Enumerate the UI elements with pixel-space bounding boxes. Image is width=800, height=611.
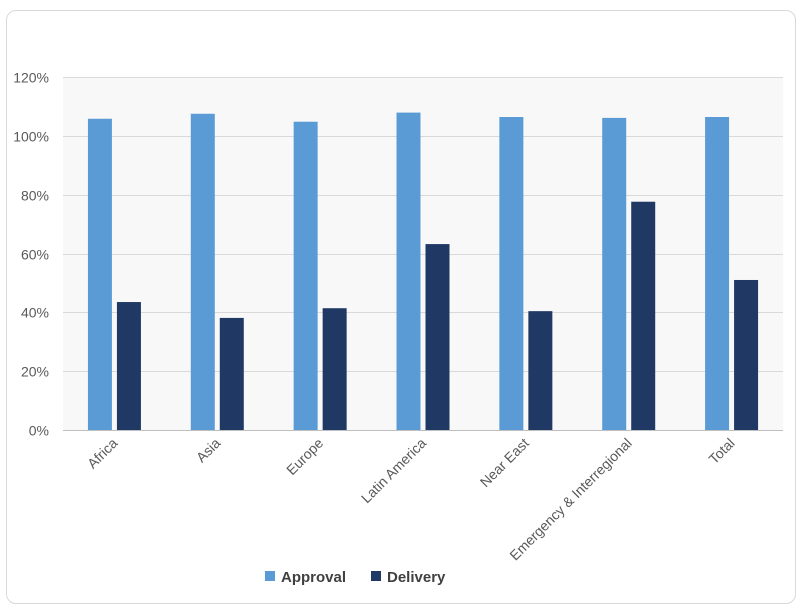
x-tick-labels: Africa Asia Europe Latin America Near EastEm… xyxy=(84,435,738,564)
y-tick-label: 60% xyxy=(21,247,49,263)
y-tick-label: 20% xyxy=(21,364,49,380)
plot-area xyxy=(63,77,783,430)
bar-delivery xyxy=(425,244,450,430)
x-tick-label: Asia xyxy=(193,435,224,466)
x-tick-label: Total xyxy=(705,435,737,467)
bar-approval xyxy=(87,118,112,430)
bar-approval xyxy=(190,113,215,430)
y-tick-labels: 0% 20% 40% 60% 80% 100% 120% xyxy=(13,70,49,439)
legend-label-approval: Approval xyxy=(281,569,346,586)
y-tick-label: 120% xyxy=(13,70,49,86)
bar-approval xyxy=(499,117,524,431)
y-tick-label: 80% xyxy=(21,188,49,204)
legend-swatch-delivery xyxy=(371,571,381,581)
x-tick-label: Emergency & Interregional xyxy=(506,435,635,564)
x-tick-label: Africa xyxy=(84,435,121,472)
x-tick-label: Near East xyxy=(477,435,532,490)
y-tick-label: 0% xyxy=(29,423,49,439)
bar-approval xyxy=(396,112,421,430)
legend-label-delivery: Delivery xyxy=(387,569,446,586)
legend: Approval Delivery xyxy=(265,569,446,586)
x-tick-label: Europe xyxy=(283,435,326,478)
bar-delivery xyxy=(734,279,759,430)
bars xyxy=(87,112,759,431)
legend-swatch-approval xyxy=(265,571,275,581)
bar-delivery xyxy=(631,201,656,430)
bar-delivery xyxy=(528,311,553,430)
bar-approval xyxy=(705,117,730,431)
bar-delivery xyxy=(116,302,141,430)
bar-approval xyxy=(293,121,318,431)
bar-delivery xyxy=(219,317,244,430)
y-tick-label: 40% xyxy=(21,305,49,321)
bar-approval xyxy=(602,117,627,431)
gridlines xyxy=(63,77,783,372)
x-tick-label: Latin America xyxy=(358,435,429,506)
y-tick-label: 100% xyxy=(13,129,49,145)
bar-delivery xyxy=(322,308,347,430)
